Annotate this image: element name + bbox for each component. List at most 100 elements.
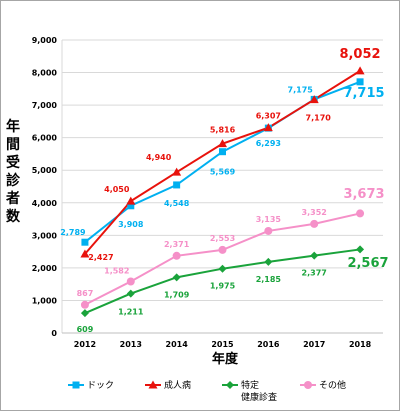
y-axis-title-char: 数 — [6, 209, 20, 225]
data-label: 2,377 — [302, 269, 327, 278]
data-label: 4,940 — [146, 153, 172, 162]
x-tick-label: 2013 — [120, 340, 142, 349]
data-label: 3,352 — [302, 208, 327, 217]
y-tick-label: 2,000 — [32, 264, 58, 273]
data-label: 6,293 — [256, 139, 281, 148]
y-tick-label: 8,000 — [32, 69, 58, 78]
legend-marker — [304, 381, 312, 389]
y-tick-label: 1,000 — [32, 296, 58, 305]
data-label: 1,709 — [164, 290, 190, 299]
legend-marker — [226, 381, 234, 389]
x-tick-label: 2016 — [257, 340, 280, 349]
data-point — [127, 202, 135, 210]
data-point — [310, 251, 319, 260]
data-point — [126, 277, 135, 286]
y-tick-label: 9,000 — [32, 36, 58, 45]
y-axis-title-char: 診 — [6, 173, 20, 189]
y-tick-labels: 0 1,000 2,000 3,000 4,000 5,000 6,000 7,000 8,00… — [32, 36, 58, 338]
data-point — [219, 148, 226, 156]
legend-label: 健康診査 — [241, 391, 277, 403]
data-point — [356, 78, 364, 86]
data-point — [356, 245, 365, 254]
data-label: 2,427 — [88, 253, 113, 262]
data-point — [218, 264, 227, 273]
data-point — [80, 300, 89, 309]
data-point — [126, 289, 135, 298]
legend-label: ドック — [87, 380, 114, 391]
x-tick-label: 2014 — [166, 340, 189, 349]
y-tick-label: 7,000 — [32, 101, 58, 110]
data-point — [126, 196, 136, 205]
legend-item: その他 — [300, 379, 346, 391]
data-point — [80, 249, 90, 258]
data-point — [218, 245, 227, 254]
data-point — [81, 238, 89, 246]
data-label: 5,816 — [210, 126, 236, 135]
data-label: 2,567 — [347, 256, 388, 271]
y-tick-label: 6,000 — [32, 134, 58, 143]
y-axis-title-char: 受 — [6, 155, 20, 171]
y-axis-title-char: 間 — [6, 137, 20, 153]
data-label: 4,548 — [164, 199, 190, 208]
y-tick-label: 0 — [51, 329, 57, 338]
x-tick-label: 2017 — [303, 340, 325, 349]
data-point — [172, 167, 182, 176]
x-tick-labels: 2012 2013 2014 2015 2016 2017 2018 — [74, 340, 372, 349]
data-point — [310, 219, 319, 228]
legend-label: 成人病 — [164, 379, 191, 391]
legend-marker — [72, 381, 80, 389]
y-tick-label: 3,000 — [32, 231, 58, 240]
y-axis-title-char: 年 — [6, 119, 20, 135]
x-tick-label: 2012 — [74, 340, 96, 349]
data-label: 4,050 — [104, 185, 130, 194]
data-point — [173, 181, 181, 189]
data-point — [264, 257, 273, 266]
legend-label: その他 — [319, 379, 346, 391]
gridlines — [61, 39, 383, 334]
data-point — [172, 251, 181, 260]
data-label: 867 — [77, 289, 94, 298]
data-point — [356, 209, 365, 218]
data-point — [263, 123, 273, 132]
data-point — [309, 95, 319, 104]
series-line — [84, 80, 361, 243]
y-tick-label: 4,000 — [32, 199, 58, 208]
data-label: 1,582 — [104, 266, 129, 275]
data-label: 2,185 — [256, 275, 282, 284]
data-label: 8,052 — [339, 47, 380, 62]
data-label: 3,908 — [118, 220, 144, 229]
data-label: 609 — [77, 325, 94, 334]
data-point — [355, 66, 365, 75]
series-markers — [80, 66, 365, 318]
y-tick-label: 5,000 — [32, 166, 58, 175]
data-label: 3,135 — [256, 215, 282, 224]
data-label: 5,569 — [210, 168, 236, 177]
data-label: 6,307 — [256, 112, 281, 121]
x-axis-title: 年度 — [212, 351, 239, 367]
data-label: 2,371 — [164, 240, 190, 249]
data-label: 7,170 — [306, 114, 332, 123]
data-point — [218, 139, 227, 148]
y-axis-title: 年間受診者数 — [4, 118, 22, 226]
data-label: 7,715 — [343, 86, 384, 101]
x-tick-label: 2018 — [349, 340, 372, 349]
data-label: 2,789 — [60, 228, 86, 237]
data-labels: 2,789 3,908 4,548 5,569 6,293 7,175 7,715 2,427… — [60, 47, 388, 334]
data-point — [172, 273, 181, 282]
x-tick-label: 2015 — [211, 340, 234, 349]
data-label: 7,175 — [288, 85, 314, 94]
legend-item: ドック — [68, 380, 114, 391]
data-point — [264, 226, 273, 235]
y-axis-title-char: 者 — [6, 191, 20, 207]
data-label: 1,211 — [118, 308, 144, 317]
data-label: 2,553 — [210, 234, 235, 243]
legend-marker — [148, 380, 158, 389]
data-label: 3,673 — [343, 187, 384, 202]
legend-item: 成人病 — [145, 379, 191, 391]
legend-label: 特定 — [241, 379, 259, 391]
data-label: 1,975 — [210, 282, 236, 291]
